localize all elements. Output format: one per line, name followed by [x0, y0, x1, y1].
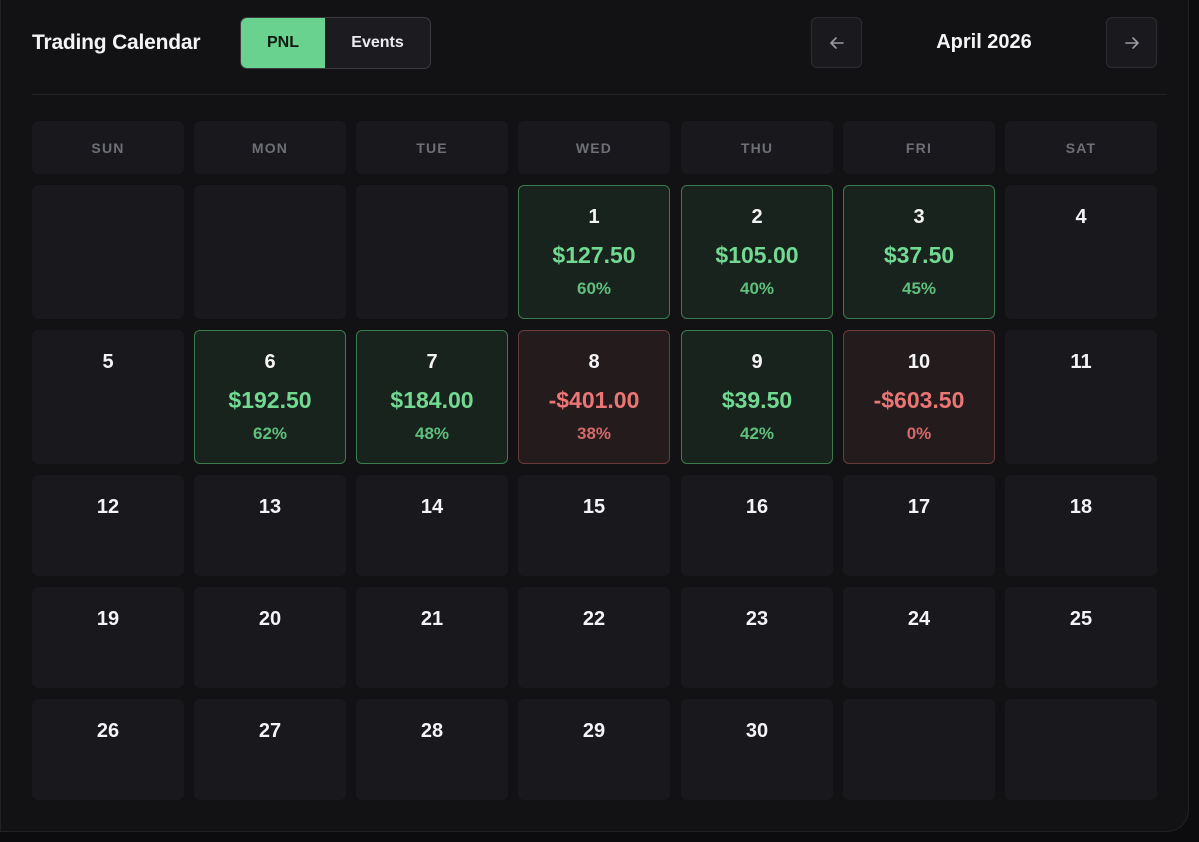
calendar-empty-cell	[1005, 699, 1157, 800]
day-number: 5	[102, 351, 114, 373]
calendar-day-9[interactable]: 9 $39.50 42%	[681, 330, 833, 464]
weekday-header-tue: TUE	[356, 121, 508, 174]
day-pnl-amount: $192.50	[228, 387, 312, 413]
day-number: 12	[96, 496, 120, 518]
day-number: 22	[582, 608, 606, 630]
day-number: 30	[745, 720, 769, 742]
calendar-empty-cell	[32, 185, 184, 319]
calendar-day-14[interactable]: 14	[356, 475, 508, 576]
calendar-day-24[interactable]: 24	[843, 587, 995, 688]
day-pnl-amount: -$603.50	[873, 387, 965, 413]
weekday-header-thu: THU	[681, 121, 833, 174]
calendar-day-18[interactable]: 18	[1005, 475, 1157, 576]
calendar-day-17[interactable]: 17	[843, 475, 995, 576]
calendar-day-7[interactable]: 7 $184.00 48%	[356, 330, 508, 464]
day-win-rate: 38%	[576, 424, 612, 443]
day-win-rate: 62%	[252, 424, 288, 443]
day-number: 1	[588, 206, 600, 228]
day-number: 17	[907, 496, 931, 518]
day-number: 23	[745, 608, 769, 630]
day-number: 28	[420, 720, 444, 742]
day-win-rate: 40%	[739, 279, 775, 298]
header-divider	[32, 94, 1167, 95]
day-pnl-amount: $184.00	[390, 387, 474, 413]
next-month-button[interactable]	[1106, 17, 1157, 68]
day-number: 19	[96, 608, 120, 630]
calendar-day-25[interactable]: 25	[1005, 587, 1157, 688]
calendar-day-8[interactable]: 8 -$401.00 38%	[518, 330, 670, 464]
pnl-toggle-button[interactable]: PNL	[241, 18, 325, 68]
weekday-header-sun: SUN	[32, 121, 184, 174]
day-number: 27	[258, 720, 282, 742]
weekday-header-mon: MON	[194, 121, 346, 174]
calendar-day-23[interactable]: 23	[681, 587, 833, 688]
calendar-day-28[interactable]: 28	[356, 699, 508, 800]
day-number: 21	[420, 608, 444, 630]
calendar-day-16[interactable]: 16	[681, 475, 833, 576]
weekday-header-wed: WED	[518, 121, 670, 174]
day-number: 10	[907, 351, 931, 373]
day-number: 13	[258, 496, 282, 518]
calendar-day-10[interactable]: 10 -$603.50 0%	[843, 330, 995, 464]
day-number: 25	[1069, 608, 1093, 630]
day-number: 8	[588, 351, 600, 373]
view-toggle: PNL Events	[240, 17, 431, 69]
calendar-day-5[interactable]: 5	[32, 330, 184, 464]
calendar-empty-cell	[356, 185, 508, 319]
calendar-day-13[interactable]: 13	[194, 475, 346, 576]
arrow-right-icon	[1124, 36, 1139, 49]
calendar-empty-cell	[843, 699, 995, 800]
day-win-rate: 48%	[414, 424, 450, 443]
calendar-day-3[interactable]: 3 $37.50 45%	[843, 185, 995, 319]
day-pnl-amount: -$401.00	[548, 387, 640, 413]
day-pnl-amount: $127.50	[552, 242, 636, 268]
calendar-empty-cell	[194, 185, 346, 319]
calendar-day-21[interactable]: 21	[356, 587, 508, 688]
calendar-day-26[interactable]: 26	[32, 699, 184, 800]
weekday-header-sat: SAT	[1005, 121, 1157, 174]
day-number: 11	[1070, 351, 1092, 373]
weekday-header-fri: FRI	[843, 121, 995, 174]
day-pnl-amount: $37.50	[883, 242, 955, 268]
day-number: 18	[1069, 496, 1093, 518]
day-number: 15	[582, 496, 606, 518]
day-number: 29	[582, 720, 606, 742]
calendar-day-2[interactable]: 2 $105.00 40%	[681, 185, 833, 319]
events-toggle-button[interactable]: Events	[351, 34, 404, 51]
previous-month-button[interactable]	[811, 17, 862, 68]
day-number: 7	[426, 351, 438, 373]
calendar-day-19[interactable]: 19	[32, 587, 184, 688]
calendar-day-29[interactable]: 29	[518, 699, 670, 800]
day-number: 3	[913, 206, 925, 228]
day-number: 16	[745, 496, 769, 518]
month-label: April 2026	[936, 31, 1032, 53]
day-number: 24	[907, 608, 931, 630]
calendar-day-20[interactable]: 20	[194, 587, 346, 688]
day-win-rate: 42%	[739, 424, 775, 443]
calendar-day-12[interactable]: 12	[32, 475, 184, 576]
day-pnl-amount: $39.50	[721, 387, 793, 413]
calendar-day-6[interactable]: 6 $192.50 62%	[194, 330, 346, 464]
calendar-day-15[interactable]: 15	[518, 475, 670, 576]
day-pnl-amount: $105.00	[715, 242, 799, 268]
day-number: 14	[420, 496, 444, 518]
day-win-rate: 60%	[576, 279, 612, 298]
calendar-day-4[interactable]: 4	[1005, 185, 1157, 319]
calendar-day-11[interactable]: 11	[1005, 330, 1157, 464]
calendar-day-27[interactable]: 27	[194, 699, 346, 800]
day-number: 26	[96, 720, 120, 742]
day-number: 20	[258, 608, 282, 630]
day-number: 9	[751, 351, 763, 373]
day-win-rate: 0%	[906, 424, 932, 443]
calendar-day-30[interactable]: 30	[681, 699, 833, 800]
calendar-day-1[interactable]: 1 $127.50 60%	[518, 185, 670, 319]
page-title: Trading Calendar	[32, 31, 201, 54]
arrow-left-icon	[829, 36, 844, 49]
day-number: 6	[264, 351, 276, 373]
day-number: 4	[1075, 206, 1087, 228]
day-number: 2	[751, 206, 763, 228]
day-win-rate: 45%	[901, 279, 937, 298]
calendar-day-22[interactable]: 22	[518, 587, 670, 688]
